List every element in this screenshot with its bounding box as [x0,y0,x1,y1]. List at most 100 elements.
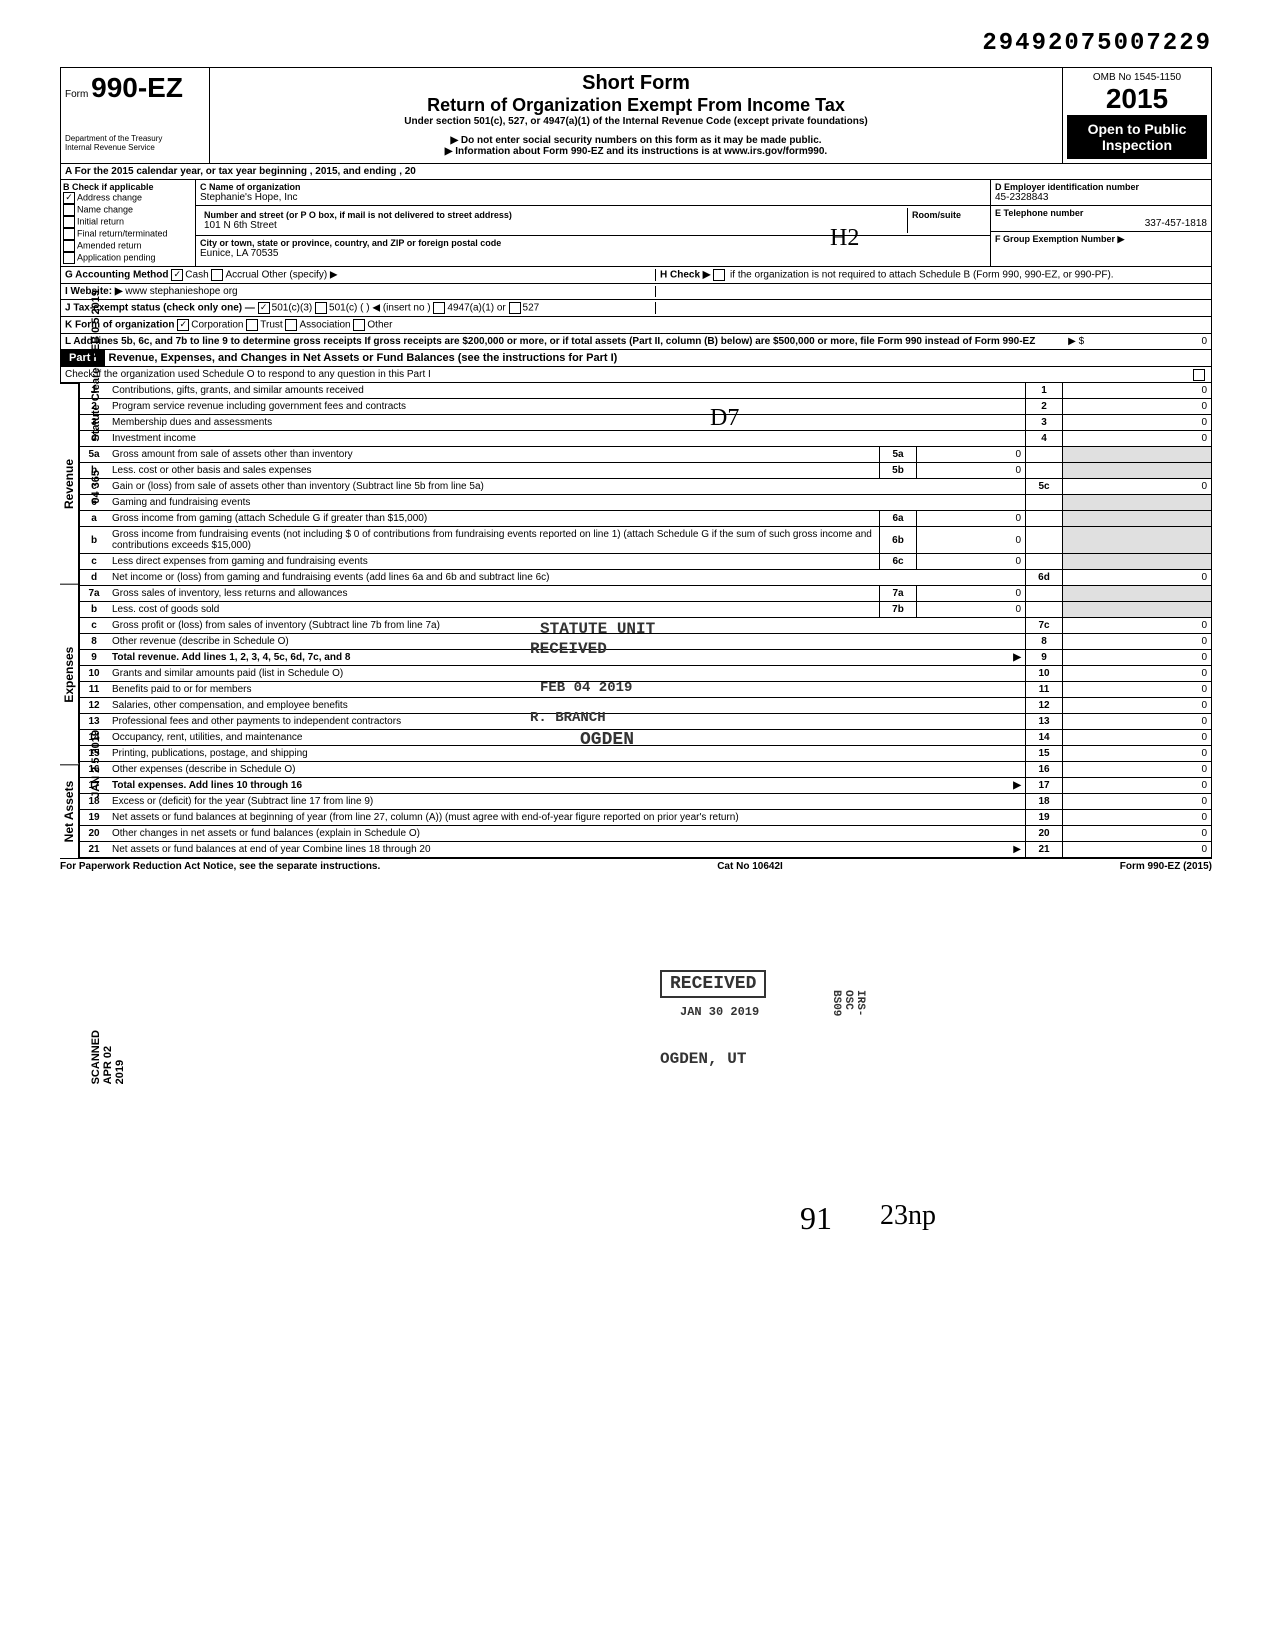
line5b-ival: 0 [917,463,1026,479]
signature-1: 91 [800,1200,832,1237]
line11-val: 0 [1063,682,1212,698]
checkbox-corp[interactable] [177,319,189,331]
row-g-h: G Accounting Method Cash Accrual Other (… [60,267,1212,284]
shade-6c-val [1063,554,1212,570]
line-13: 13Professional fees and other payments t… [80,714,1212,730]
line-19: 19Net assets or fund balances at beginni… [80,810,1212,826]
open-public-label: Open to Public Inspection [1067,115,1207,159]
shade-7a [1026,586,1063,602]
line7a-ival: 0 [917,586,1026,602]
shade-6b [1026,527,1063,554]
line2-box: 2 [1026,399,1063,415]
line7a-num: 7a [80,586,109,602]
checkbox-address-change[interactable] [63,192,75,204]
signature-2: 23np [880,1200,936,1232]
line3-val: 0 [1063,415,1212,431]
line6b-ival: 0 [917,527,1026,554]
line-4: 4Investment income40 [80,431,1212,447]
checkbox-4947[interactable] [433,302,445,314]
checkbox-trust[interactable] [246,319,258,331]
line6c-num: c [80,554,109,570]
checkbox-name-change[interactable] [63,204,75,216]
stamp-received-2: RECEIVED [660,970,766,998]
checkbox-app-pending[interactable] [63,252,75,264]
line17-val: 0 [1063,778,1212,794]
revenue-side-label: Revenue [60,383,79,584]
line15-val: 0 [1063,746,1212,762]
line-12: 12Salaries, other compensation, and empl… [80,698,1212,714]
line6c-ibox: 6c [880,554,917,570]
footer: For Paperwork Reduction Act Notice, see … [60,858,1212,872]
l-value: 0 [1087,336,1207,347]
footer-center: Cat No 10642I [717,861,783,872]
checkbox-part1-scho[interactable] [1193,369,1205,381]
line5b-ibox: 5b [880,463,917,479]
checkbox-cash[interactable] [171,269,183,281]
checkbox-amended[interactable] [63,240,75,252]
checkbox-h[interactable] [713,269,725,281]
checkbox-final-return[interactable] [63,228,75,240]
checkbox-other-org[interactable] [353,319,365,331]
form-prefix: Form [65,89,88,100]
line1-box: 1 [1026,383,1063,399]
line-9: 9Total revenue. Add lines 1, 2, 3, 4, 5c… [80,650,1212,666]
line-5b: bLess. cost or other basis and sales exp… [80,463,1212,479]
line12-val: 0 [1063,698,1212,714]
line19-desc: Net assets or fund balances at beginning… [108,810,1026,826]
line7a-desc: Gross sales of inventory, less returns a… [108,586,880,602]
line9-num: 9 [80,650,109,666]
line17-arrow: ▶ [1013,780,1021,791]
section-g-label: G Accounting Method [65,270,169,281]
line6d-box: 6d [1026,570,1063,586]
line5c-desc: Gain or (loss) from sale of assets other… [108,479,1026,495]
line19-val: 0 [1063,810,1212,826]
line7b-ival: 0 [917,602,1026,618]
line-14: 14Occupancy, rent, utilities, and mainte… [80,730,1212,746]
line21-desc: Net assets or fund balances at end of ye… [112,844,431,855]
info-line: ▶ Information about Form 990-EZ and its … [214,146,1058,157]
label-app-pending: Application pending [77,252,156,262]
section-b: B Check if applicable Address change Nam… [61,180,196,266]
line15-desc: Printing, publications, postage, and shi… [108,746,1026,762]
line6b-ibox: 6b [880,527,917,554]
label-527: 527 [523,303,540,314]
line14-box: 14 [1026,730,1063,746]
l-arrow: ▶ [1068,336,1076,347]
checkbox-527[interactable] [509,302,521,314]
line-6d: dNet income or (loss) from gaming and fu… [80,570,1212,586]
label-other-method: Other (specify) ▶ [262,270,338,281]
vertical-stamp-statute: Statute Cleared FEB 0 5 2019 [90,290,102,442]
line6d-val: 0 [1063,570,1212,586]
line8-desc: Other revenue (describe in Schedule O) [108,634,1026,650]
checkbox-initial-return[interactable] [63,216,75,228]
line-6b: bGross income from fundraising events (n… [80,527,1212,554]
label-501c3: 501(c)(3) [272,303,313,314]
line12-desc: Salaries, other compensation, and employ… [108,698,1026,714]
line5a-num: 5a [80,447,109,463]
label-insertno: ) ◀ (insert no ) [366,303,430,314]
section-k-label: K Form of organization [65,320,174,331]
line14-val: 0 [1063,730,1212,746]
checkbox-501c3[interactable] [258,302,270,314]
line16-val: 0 [1063,762,1212,778]
line5c-box: 5c [1026,479,1063,495]
line8-box: 8 [1026,634,1063,650]
stamp-ogden-2: OGDEN, UT [660,1050,746,1068]
footer-right: Form 990-EZ (2015) [1120,861,1212,872]
line-7b: bLess. cost of goods sold7b0 [80,602,1212,618]
line17-box: 17 [1026,778,1063,794]
street-label: Number and street (or P O box, if mail i… [204,210,903,220]
line2-val: 0 [1063,399,1212,415]
checkbox-accrual[interactable] [211,269,223,281]
line11-box: 11 [1026,682,1063,698]
website-value: www stephanieshope org [125,286,237,297]
line18-val: 0 [1063,794,1212,810]
checkbox-assoc[interactable] [285,319,297,331]
dept-irs: Internal Revenue Service [65,143,205,152]
line21-arrow: ▶ [1013,844,1021,855]
checkbox-501c[interactable] [315,302,327,314]
line-5c: cGain or (loss) from sale of assets othe… [80,479,1212,495]
shade-7b-val [1063,602,1212,618]
line18-desc: Excess or (deficit) for the year (Subtra… [108,794,1026,810]
section-c-label: C Name of organization [200,182,986,192]
